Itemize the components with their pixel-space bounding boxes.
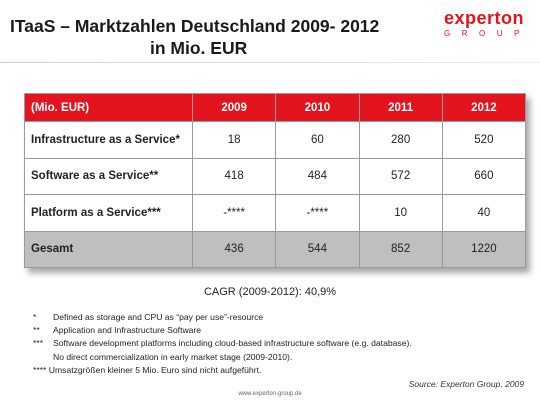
footnote-marker: ** xyxy=(33,325,40,336)
footnote: No direct commercialization in early mar… xyxy=(33,351,523,364)
cell-value: 18 xyxy=(191,121,277,159)
cell-value: -**** xyxy=(191,194,277,232)
logo-group: GROUP xyxy=(444,29,531,38)
footnote-text: Defined as storage and CPU as “pay per u… xyxy=(53,312,264,322)
row-label: Software as a Service** xyxy=(24,157,193,195)
row-label: Infrastructure as a Service* xyxy=(24,121,193,159)
cell-value: 436 xyxy=(191,230,277,268)
footnote-text: Application and Infrastructure Software xyxy=(53,325,202,336)
website-url: www.experton-group.de xyxy=(238,391,302,397)
footnote: *** Software development platforms includ… xyxy=(33,337,523,350)
table-row-saas: Software as a Service** 418 484 572 660 xyxy=(24,157,527,195)
slide-title: ITaaS – Marktzahlen Deutschland 2009- 20… xyxy=(10,15,379,59)
title-line-1: ITaaS – Marktzahlen Deutschland 2009- 20… xyxy=(10,16,380,36)
footnotes: * Defined as storage and CPU as “pay per … xyxy=(33,311,523,377)
footnote-marker: **** xyxy=(33,364,47,375)
table-row-iaas: Infrastructure as a Service* 18 60 280 5… xyxy=(24,121,527,159)
cell-value: 40 xyxy=(441,194,527,232)
experton-logo: experton GROUP xyxy=(438,8,530,40)
cell-value: -**** xyxy=(275,194,360,232)
cell-value: 660 xyxy=(441,157,527,195)
footnote-text: Umsatzgrößen kleiner 5 Mio. Euro sind ni… xyxy=(48,364,262,375)
title-line-2: in Mio. EUR xyxy=(150,38,248,58)
cell-value: 572 xyxy=(358,157,443,195)
row-label: Gesamt xyxy=(24,230,193,268)
footnote-text: No direct commercialization in early mar… xyxy=(53,351,293,362)
cell-value: 60 xyxy=(275,121,360,159)
header-2011: 2011 xyxy=(358,93,443,122)
cell-value: 520 xyxy=(441,121,527,159)
logo-name: experton xyxy=(443,8,525,28)
cagr-text: CAGR (2009-2012): 40,9% xyxy=(203,286,337,298)
footnote-marker: * xyxy=(33,312,37,322)
cell-value: 10 xyxy=(358,194,443,232)
footnote: ** Application and Infrastructure Softwar… xyxy=(33,324,523,337)
cell-value: 484 xyxy=(275,157,360,195)
header-2009: 2009 xyxy=(191,93,277,122)
source-note: Source: Experton Group, 2009 xyxy=(408,379,524,389)
row-label: Platform as a Service*** xyxy=(24,194,193,232)
table-row-total: Gesamt 436 544 852 1220 xyxy=(24,230,527,268)
cell-value: 1220 xyxy=(441,230,527,268)
header-unit: (Mio. EUR) xyxy=(24,93,193,122)
cell-value: 544 xyxy=(275,230,360,268)
footnote-text: Software development platforms including… xyxy=(53,338,412,349)
table-row-paas: Platform as a Service*** -**** -**** 10 … xyxy=(24,194,527,232)
cell-value: 852 xyxy=(358,230,443,268)
footnote: **** Umsatzgrößen kleiner 5 Mio. Euro si… xyxy=(33,364,523,377)
footnote-marker: *** xyxy=(33,338,44,349)
header-2010: 2010 xyxy=(275,93,360,122)
header-2012: 2012 xyxy=(441,93,527,122)
header-divider xyxy=(0,62,540,63)
cell-value: 418 xyxy=(191,157,277,195)
table-header-row: (Mio. EUR) 2009 2010 2011 2012 xyxy=(24,93,527,122)
cell-value: 280 xyxy=(358,121,443,159)
market-table: (Mio. EUR) 2009 2010 2011 2012 Infrastru… xyxy=(24,93,527,268)
footnote: * Defined as storage and CPU as “pay per … xyxy=(33,311,523,324)
